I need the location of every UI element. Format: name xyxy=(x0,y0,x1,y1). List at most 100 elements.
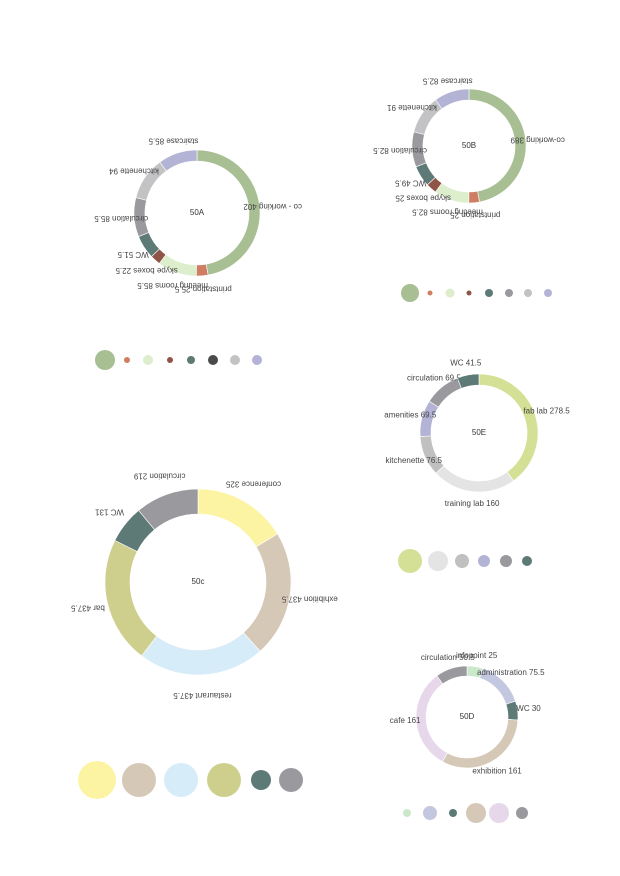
donut-segment xyxy=(468,190,480,204)
donut-chart-50D: infopoint 25 administration 75.5 WC 30 exhi… xyxy=(390,651,545,823)
segment-label: skype boxes 25 xyxy=(395,194,451,203)
donut-segment xyxy=(196,149,261,276)
legend-swatch xyxy=(95,350,115,370)
donut-segment xyxy=(436,665,468,685)
segment-label: training lab 160 xyxy=(445,499,500,508)
segment-label: infopoint 25 xyxy=(456,651,498,660)
legend-swatch xyxy=(524,289,532,297)
legend-row xyxy=(398,549,532,573)
donut-chart-50E: fab lab 278.5 training lab 160 kitchenette… xyxy=(384,358,570,573)
legend-swatch xyxy=(427,290,433,296)
legend-swatch xyxy=(398,549,422,573)
segment-label: co-working 389 xyxy=(510,135,565,144)
segment-label: staircase 82.5 xyxy=(422,76,472,85)
legend-swatch xyxy=(428,551,448,571)
segment-label: exhibition 161 xyxy=(472,766,522,775)
chart-center-title: 50B xyxy=(462,141,476,150)
legend-swatch xyxy=(208,355,218,365)
legend-swatch xyxy=(164,763,198,797)
segment-label: fab lab 278.5 xyxy=(523,406,570,415)
donut-segment xyxy=(435,465,514,493)
segment-label: conference 325 xyxy=(225,479,281,488)
donut-segment xyxy=(242,533,292,652)
legend-swatch xyxy=(522,556,532,566)
legend-swatch xyxy=(466,803,486,823)
donut-segment xyxy=(159,149,198,172)
legend-swatch xyxy=(505,289,513,297)
segment-label: cafe 161 xyxy=(390,716,421,725)
segment-label: WC 131 xyxy=(95,508,124,517)
legend-swatch xyxy=(78,761,116,799)
segment-label: WC 51.5 xyxy=(117,250,149,259)
segment-label: co - working 402 xyxy=(243,202,302,211)
segment-label: administration 75.5 xyxy=(477,668,545,677)
segment-label: circulation 219 xyxy=(133,472,185,481)
donut-segment xyxy=(419,435,445,474)
segment-label: circulation 69.5 xyxy=(407,373,461,382)
legend-swatch xyxy=(251,770,271,790)
donut-segment xyxy=(435,88,470,110)
donut-segment xyxy=(468,88,527,203)
legend-swatch xyxy=(122,763,156,797)
legend-swatch xyxy=(455,554,469,568)
chart-center-title: 50c xyxy=(192,577,205,586)
segment-label: staircase 85.5 xyxy=(148,137,198,146)
legend-swatch xyxy=(187,356,195,364)
chart-center-title: 50A xyxy=(190,208,205,217)
segment-label: kitchenette 91 xyxy=(387,103,437,112)
legend-swatch xyxy=(449,809,457,817)
donut-segment xyxy=(457,373,480,389)
segment-label: printstation 25.5 xyxy=(174,285,231,294)
donut-chart-50c: conference 325 exhibition 437.5 restaurant… xyxy=(70,472,338,799)
legend-swatch xyxy=(279,768,303,792)
segment-label: WC 41.5 xyxy=(450,358,482,367)
legend-swatch xyxy=(489,803,509,823)
legend-swatch xyxy=(167,357,173,363)
donut-segment xyxy=(195,263,209,277)
legend-row xyxy=(401,284,552,302)
segment-label: kitchenette 76.5 xyxy=(386,456,443,465)
segment-label: circulation 82.5 xyxy=(373,146,427,155)
segment-label: circulation 85.5 xyxy=(94,214,148,223)
donut-segment xyxy=(428,377,462,408)
donut-segment xyxy=(442,719,519,769)
segment-label: restaurant 437.5 xyxy=(173,691,232,700)
segment-label: exhibition 437.5 xyxy=(281,595,338,604)
legend-swatch xyxy=(516,807,528,819)
donut-segment xyxy=(104,539,158,657)
segment-label: skype boxes 22.5 xyxy=(115,266,178,275)
legend-swatch xyxy=(485,289,493,297)
donut-segment xyxy=(197,488,279,548)
segment-label: bar 437.5 xyxy=(70,603,104,612)
donut-segment xyxy=(478,373,539,482)
legend-swatch xyxy=(230,355,240,365)
legend-swatch xyxy=(445,288,455,298)
legend-row xyxy=(95,350,262,370)
segment-label: kitchenette 94 xyxy=(109,166,159,175)
legend-row xyxy=(403,803,528,823)
legend-swatch xyxy=(252,355,262,365)
legend-swatch xyxy=(403,809,411,817)
legend-swatch xyxy=(500,555,512,567)
legend-swatch xyxy=(466,290,472,296)
segment-label: amenities 69.5 xyxy=(384,410,437,419)
segment-label: printstation 25 xyxy=(450,211,501,220)
donut-segment xyxy=(138,488,199,531)
legend-swatch xyxy=(401,284,419,302)
donut-segment xyxy=(141,632,261,676)
legend-row xyxy=(78,761,303,799)
legend-swatch xyxy=(423,806,437,820)
chart-center-title: 50E xyxy=(472,428,486,437)
segment-label: circulation 50.5 xyxy=(421,653,475,662)
donut-segment xyxy=(415,675,448,763)
legend-swatch xyxy=(544,289,552,297)
segment-label: WC 30 xyxy=(516,704,541,713)
segment-label: WC 49.5 xyxy=(395,179,427,188)
legend-swatch xyxy=(478,555,490,567)
segment-label: meeting rooms 82.5 xyxy=(412,207,483,216)
legend-swatch xyxy=(207,763,241,797)
legend-swatch xyxy=(143,355,153,365)
chart-center-title: 50D xyxy=(460,712,475,721)
legend-swatch xyxy=(124,357,130,363)
